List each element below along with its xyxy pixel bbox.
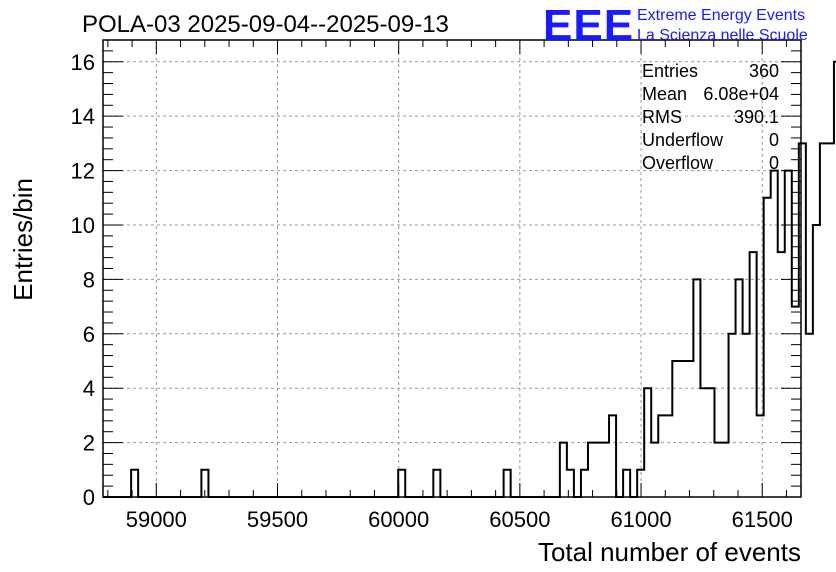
chart-title: POLA-03 2025-09-04--2025-09-13 [82,11,449,38]
tick-labels: 59000 59500 60000 60500 61000 61500 0 2 4 6 8 10 12 1… [71,50,793,532]
stats-rms-value: 390.1 [734,107,779,127]
stats-underflow-label: Underflow [642,130,724,150]
stats-overflow-label: Overflow [642,153,714,173]
stats-underflow-value: 0 [769,130,779,150]
plot-frame [102,39,802,498]
stats-overflow-value: 0 [769,153,779,173]
x-tick-label: 61000 [610,507,671,532]
eee-logo-line2: La Scienza nelle Scuole [637,27,808,44]
stats-entries-value: 360 [749,61,779,81]
stats-entries-label: Entries [642,61,698,81]
eee-logo: EEE Extreme Energy Events La Scienza nel… [543,1,808,50]
x-tick-label: 60500 [489,507,550,532]
x-tick-label: 60000 [368,507,429,532]
eee-logo-line1: Extreme Energy Events [637,7,805,24]
x-tick-label: 61500 [732,507,793,532]
y-tick-label: 0 [83,485,95,510]
y-axis-label: Entries/bin [8,178,38,301]
y-tick-label: 4 [83,376,95,401]
y-tick-label: 8 [83,267,95,292]
x-axis-label: Total number of events [538,537,801,567]
eee-logo-mark: EEE [543,1,634,50]
stats-mean-label: Mean [642,84,687,104]
stats-mean-value: 6.08e+04 [703,84,779,104]
stats-rms-label: RMS [642,107,682,127]
y-tick-label: 12 [71,159,95,184]
axes [102,39,802,498]
y-tick-label: 2 [83,431,95,456]
y-tick-label: 16 [71,50,95,75]
y-tick-label: 6 [83,322,95,347]
grid-lines [103,40,801,497]
x-tick-label: 59500 [247,507,308,532]
x-tick-label: 59000 [126,507,187,532]
stats-box: Entries 360 Mean 6.08e+04 RMS 390.1 Unde… [642,61,779,173]
y-tick-label: 10 [71,213,95,238]
y-tick-label: 14 [71,104,95,129]
